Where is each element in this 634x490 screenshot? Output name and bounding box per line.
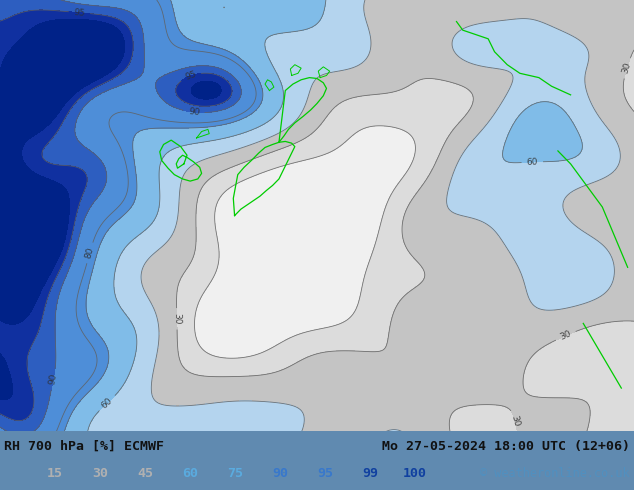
Text: 100: 100: [403, 467, 427, 480]
Text: 60: 60: [100, 396, 114, 410]
Text: 99: 99: [362, 467, 378, 480]
Text: 90: 90: [188, 107, 200, 117]
Text: 30: 30: [172, 313, 181, 325]
Text: 30: 30: [509, 414, 521, 428]
Text: 30: 30: [559, 329, 573, 342]
Text: 30: 30: [92, 467, 108, 480]
Text: © weatheronline.co.uk: © weatheronline.co.uk: [481, 467, 630, 480]
Text: 95: 95: [317, 467, 333, 480]
Text: 60: 60: [182, 467, 198, 480]
Text: 15: 15: [47, 467, 63, 480]
Text: 60: 60: [526, 157, 538, 167]
Text: 45: 45: [137, 467, 153, 480]
Text: 90: 90: [272, 467, 288, 480]
Text: 95: 95: [184, 70, 198, 82]
Text: 75: 75: [227, 467, 243, 480]
Text: 90: 90: [48, 373, 58, 386]
Text: 95: 95: [74, 8, 86, 18]
Text: 30: 30: [621, 61, 633, 75]
Text: Mo 27-05-2024 18:00 UTC (12+06): Mo 27-05-2024 18:00 UTC (12+06): [382, 440, 630, 453]
Text: 80: 80: [84, 246, 96, 260]
Text: RH 700 hPa [%] ECMWF: RH 700 hPa [%] ECMWF: [4, 440, 164, 453]
